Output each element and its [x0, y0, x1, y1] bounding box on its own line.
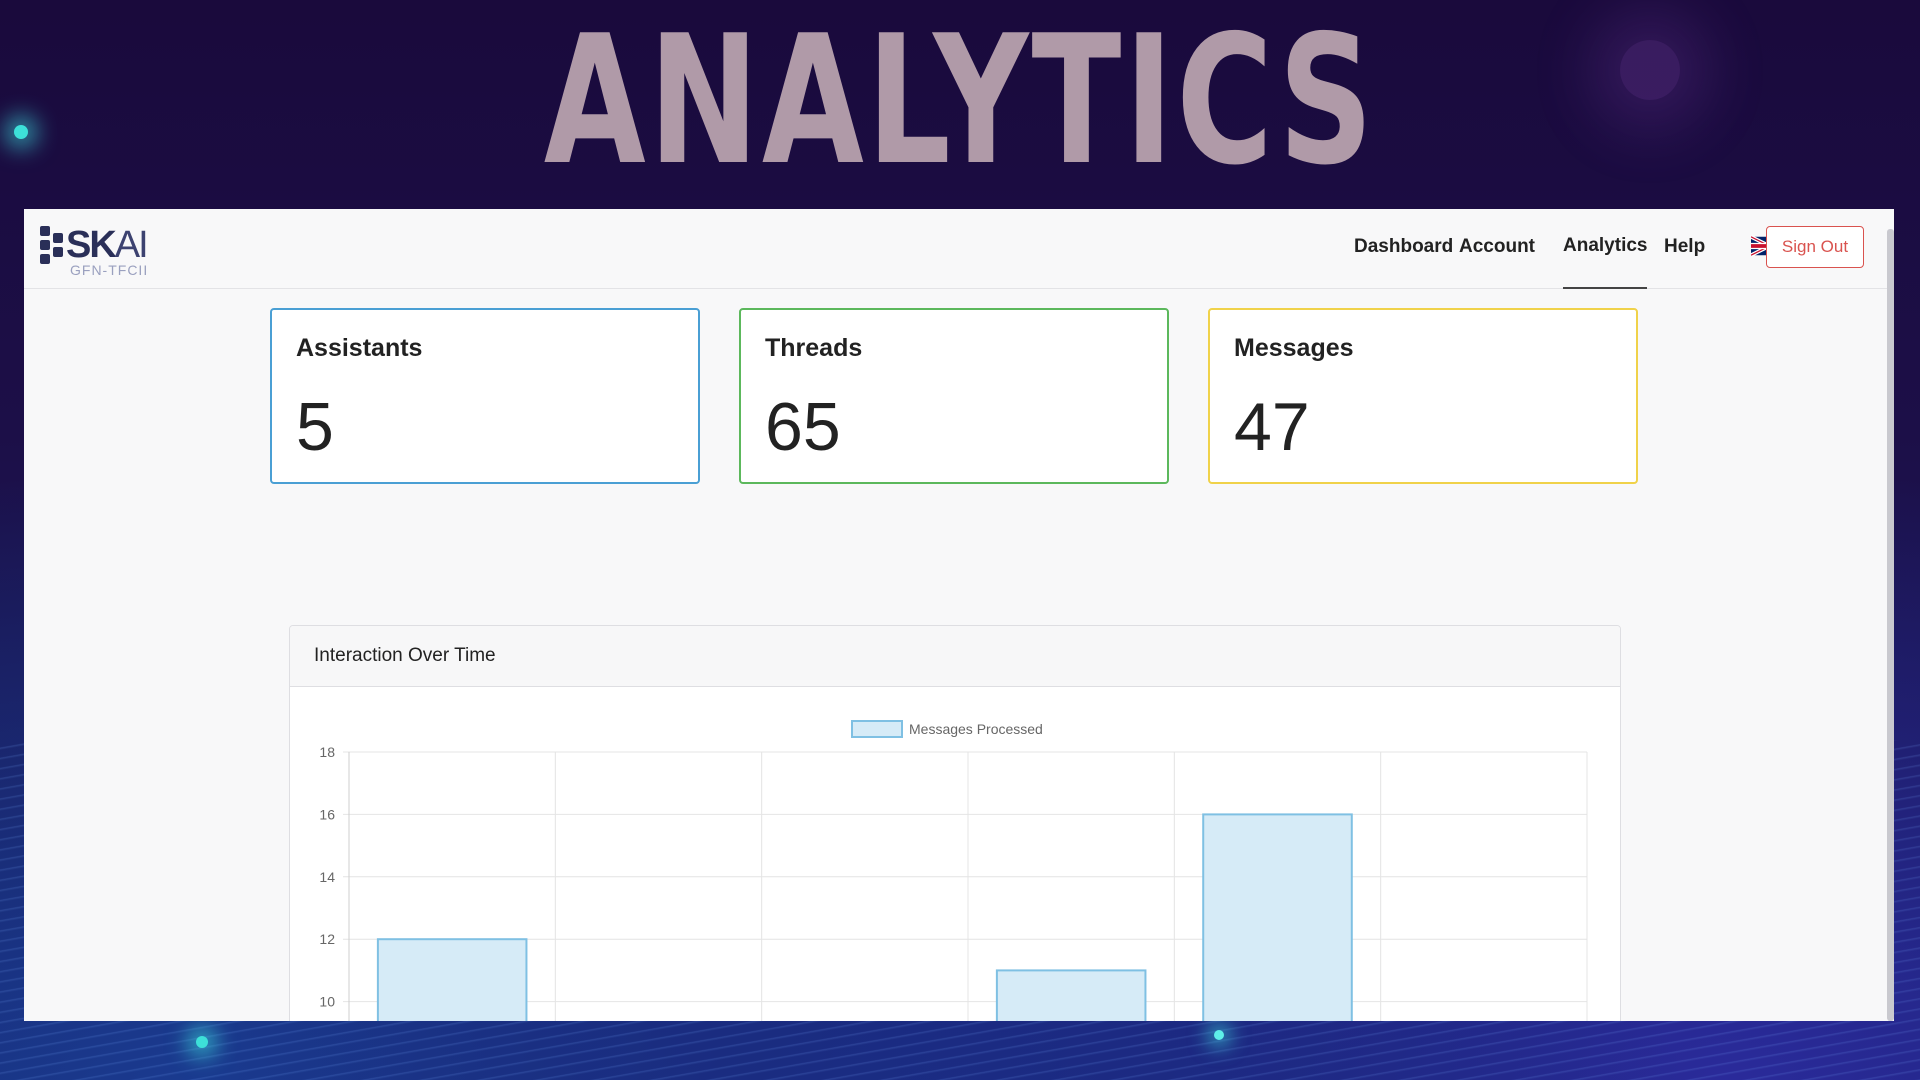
stat-title: Assistants	[296, 334, 423, 362]
stat-card-threads: Threads 65	[739, 308, 1169, 484]
y-tick-label: 12	[319, 931, 335, 947]
stat-card-assistants: Assistants 5	[270, 308, 700, 484]
background-glow	[1214, 1030, 1224, 1040]
scrollbar[interactable]	[1887, 229, 1894, 1021]
chart-card: Interaction Over Time 10 12 14 16 18 Messages…	[289, 625, 1621, 1021]
legend-label: Messages Processed	[909, 721, 1043, 737]
page-headline: ANALYTICS	[543, 0, 1377, 204]
nav-item-dashboard[interactable]: Dashboard	[1354, 236, 1454, 257]
brand-logo[interactable]: SKAI GFN-TFCII	[40, 223, 150, 278]
browser-window: SKAI GFN-TFCII Dashboard Account Analyti…	[24, 209, 1894, 1021]
y-tick-label: 10	[319, 994, 335, 1010]
background-glow	[196, 1036, 208, 1048]
chart-bar	[995, 969, 1147, 1021]
nav-item-help[interactable]: Help	[1664, 236, 1706, 257]
stat-value: 5	[296, 389, 334, 465]
sign-out-button[interactable]: Sign Out	[1766, 226, 1864, 268]
stat-value: 65	[765, 389, 841, 465]
chart-bar	[1202, 813, 1353, 1021]
nav-item-account[interactable]: Account	[1459, 236, 1535, 257]
chart-bar	[376, 938, 528, 1021]
stat-title: Threads	[765, 334, 863, 362]
stat-title: Messages	[1234, 334, 1354, 362]
chart-title: Interaction Over Time	[290, 626, 1620, 687]
logo-text: SKAI	[66, 224, 149, 266]
y-tick-label: 18	[319, 744, 335, 760]
y-tick-label: 16	[319, 806, 335, 822]
nav-item-analytics[interactable]: Analytics	[1563, 235, 1648, 289]
background-glow	[14, 125, 28, 139]
y-tick-label: 14	[319, 869, 335, 885]
legend-swatch	[851, 720, 903, 738]
logo-mark-icon	[40, 226, 66, 266]
navbar: SKAI GFN-TFCII Dashboard Account Analyti…	[24, 209, 1894, 289]
logo-tagline: GFN-TFCII	[70, 262, 149, 278]
stat-card-messages: Messages 47	[1208, 308, 1638, 484]
stat-value: 47	[1234, 389, 1310, 465]
interaction-chart: 10 12 14 16 18 Messages Processed	[319, 720, 1588, 1021]
